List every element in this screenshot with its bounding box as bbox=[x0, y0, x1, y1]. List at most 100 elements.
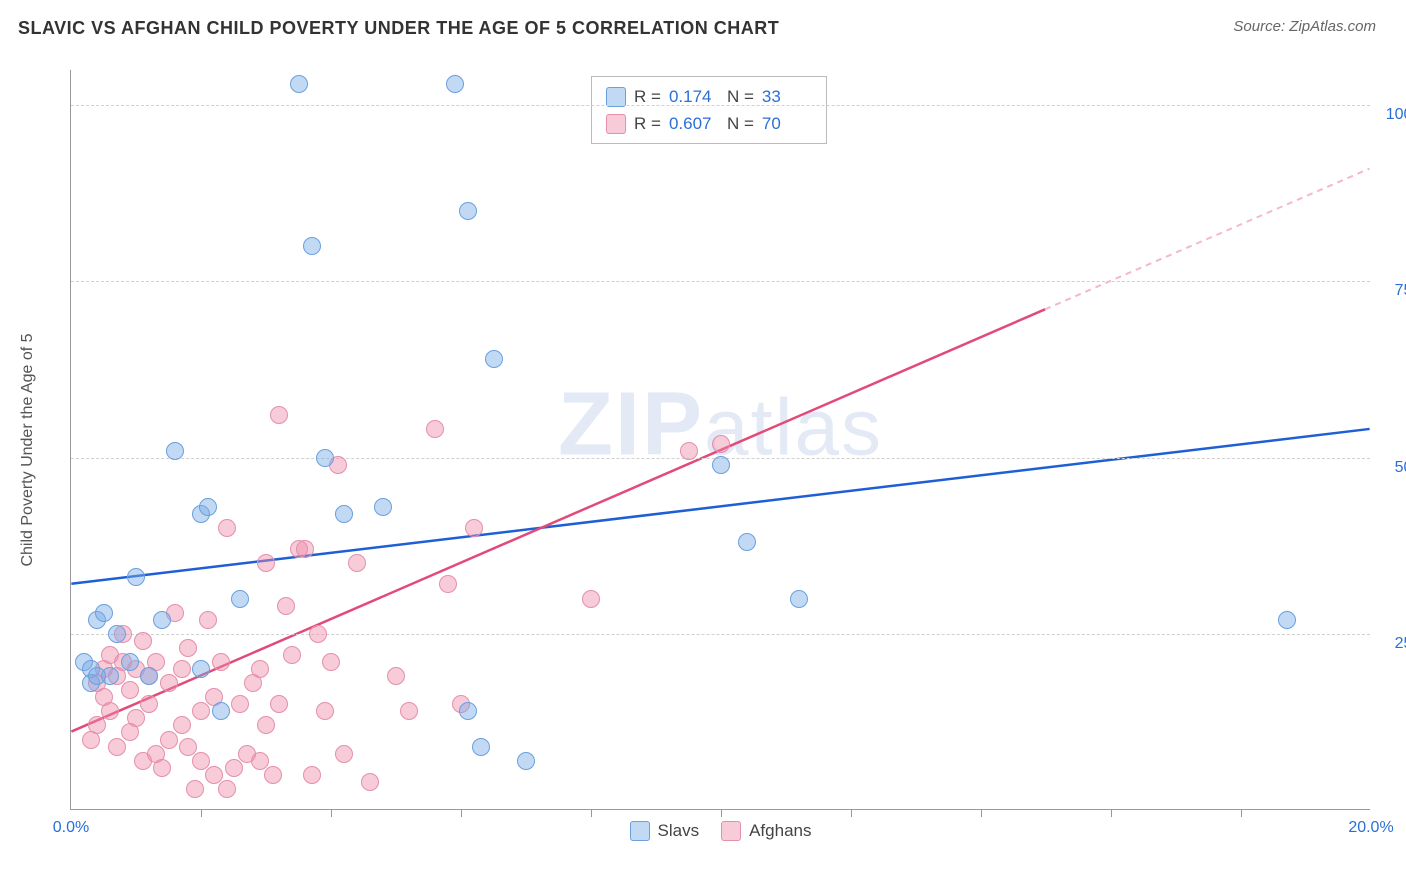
scatter-point-afghans bbox=[426, 420, 444, 438]
y-tick-label: 100.0% bbox=[1380, 106, 1406, 124]
scatter-point-afghans bbox=[199, 611, 217, 629]
x-tick bbox=[201, 809, 202, 817]
scatter-point-afghans bbox=[264, 766, 282, 784]
gridline bbox=[71, 634, 1370, 635]
scatter-point-afghans bbox=[582, 590, 600, 608]
scatter-point-slavs bbox=[316, 449, 334, 467]
scatter-point-afghans bbox=[218, 519, 236, 537]
scatter-point-afghans bbox=[179, 639, 197, 657]
scatter-point-afghans bbox=[173, 716, 191, 734]
gridline bbox=[71, 105, 1370, 106]
scatter-point-afghans bbox=[303, 766, 321, 784]
x-tick bbox=[1111, 809, 1112, 817]
scatter-point-afghans bbox=[257, 554, 275, 572]
scatter-point-slavs bbox=[1278, 611, 1296, 629]
chart-title: SLAVIC VS AFGHAN CHILD POVERTY UNDER THE… bbox=[18, 18, 779, 39]
scatter-point-afghans bbox=[160, 674, 178, 692]
x-tick bbox=[721, 809, 722, 817]
scatter-point-afghans bbox=[712, 435, 730, 453]
scatter-point-slavs bbox=[140, 667, 158, 685]
scatter-point-afghans bbox=[277, 597, 295, 615]
plot-area: ZIPatlas R =0.174N =33R =0.607N =70 Slav… bbox=[70, 70, 1370, 810]
scatter-point-afghans bbox=[173, 660, 191, 678]
scatter-point-afghans bbox=[127, 709, 145, 727]
scatter-point-afghans bbox=[316, 702, 334, 720]
scatter-point-slavs bbox=[738, 533, 756, 551]
scatter-point-afghans bbox=[257, 716, 275, 734]
legend-swatch bbox=[630, 821, 650, 841]
x-tick-label: 20.0% bbox=[1348, 819, 1393, 837]
scatter-point-afghans bbox=[361, 773, 379, 791]
scatter-point-slavs bbox=[472, 738, 490, 756]
scatter-point-slavs bbox=[212, 702, 230, 720]
scatter-point-slavs bbox=[192, 660, 210, 678]
scatter-point-afghans bbox=[335, 745, 353, 763]
scatter-point-slavs bbox=[95, 604, 113, 622]
scatter-point-slavs bbox=[459, 702, 477, 720]
gridline bbox=[71, 281, 1370, 282]
x-tick bbox=[461, 809, 462, 817]
legend-swatch bbox=[606, 87, 626, 107]
scatter-point-slavs bbox=[108, 625, 126, 643]
scatter-point-slavs bbox=[485, 350, 503, 368]
y-tick-label: 50.0% bbox=[1380, 459, 1406, 477]
scatter-point-slavs bbox=[446, 75, 464, 93]
y-tick-label: 25.0% bbox=[1380, 635, 1406, 653]
scatter-point-afghans bbox=[192, 702, 210, 720]
scatter-point-afghans bbox=[231, 695, 249, 713]
scatter-point-afghans bbox=[140, 695, 158, 713]
scatter-point-afghans bbox=[134, 632, 152, 650]
scatter-point-afghans bbox=[160, 731, 178, 749]
scatter-point-afghans bbox=[153, 759, 171, 777]
legend-item: Slavs bbox=[630, 821, 700, 841]
legend-correlation: R =0.174N =33R =0.607N =70 bbox=[591, 76, 827, 144]
scatter-point-afghans bbox=[322, 653, 340, 671]
scatter-point-slavs bbox=[199, 498, 217, 516]
scatter-point-slavs bbox=[517, 752, 535, 770]
scatter-point-slavs bbox=[121, 653, 139, 671]
scatter-point-afghans bbox=[101, 702, 119, 720]
scatter-point-afghans bbox=[296, 540, 314, 558]
scatter-point-slavs bbox=[790, 590, 808, 608]
legend-item: Afghans bbox=[721, 821, 811, 841]
scatter-point-slavs bbox=[303, 237, 321, 255]
x-tick bbox=[981, 809, 982, 817]
scatter-point-slavs bbox=[231, 590, 249, 608]
scatter-point-afghans bbox=[400, 702, 418, 720]
scatter-point-afghans bbox=[439, 575, 457, 593]
scatter-point-afghans bbox=[283, 646, 301, 664]
x-tick bbox=[851, 809, 852, 817]
scatter-point-slavs bbox=[374, 498, 392, 516]
legend-swatch bbox=[606, 114, 626, 134]
scatter-point-afghans bbox=[465, 519, 483, 537]
scatter-point-slavs bbox=[290, 75, 308, 93]
legend-series: Slavs Afghans bbox=[630, 821, 812, 841]
scatter-chart: Child Poverty Under the Age of 5 ZIPatla… bbox=[50, 60, 1390, 840]
legend-swatch bbox=[721, 821, 741, 841]
scatter-point-slavs bbox=[88, 667, 106, 685]
scatter-point-afghans bbox=[309, 625, 327, 643]
x-tick bbox=[331, 809, 332, 817]
scatter-point-afghans bbox=[270, 695, 288, 713]
y-tick-label: 75.0% bbox=[1380, 282, 1406, 300]
scatter-point-afghans bbox=[225, 759, 243, 777]
x-tick bbox=[591, 809, 592, 817]
scatter-point-afghans bbox=[387, 667, 405, 685]
scatter-point-afghans bbox=[251, 660, 269, 678]
scatter-point-slavs bbox=[335, 505, 353, 523]
x-tick-label: 0.0% bbox=[53, 819, 89, 837]
scatter-point-afghans bbox=[121, 681, 139, 699]
scatter-point-afghans bbox=[348, 554, 366, 572]
scatter-point-afghans bbox=[186, 780, 204, 798]
x-tick bbox=[1241, 809, 1242, 817]
source-citation: Source: ZipAtlas.com bbox=[1233, 18, 1376, 35]
header: SLAVIC VS AFGHAN CHILD POVERTY UNDER THE… bbox=[0, 0, 1406, 47]
y-axis-title: Child Poverty Under the Age of 5 bbox=[19, 333, 37, 566]
scatter-point-afghans bbox=[680, 442, 698, 460]
scatter-point-slavs bbox=[712, 456, 730, 474]
scatter-point-afghans bbox=[270, 406, 288, 424]
scatter-point-afghans bbox=[212, 653, 230, 671]
scatter-point-afghans bbox=[108, 738, 126, 756]
scatter-point-slavs bbox=[153, 611, 171, 629]
scatter-point-slavs bbox=[127, 568, 145, 586]
